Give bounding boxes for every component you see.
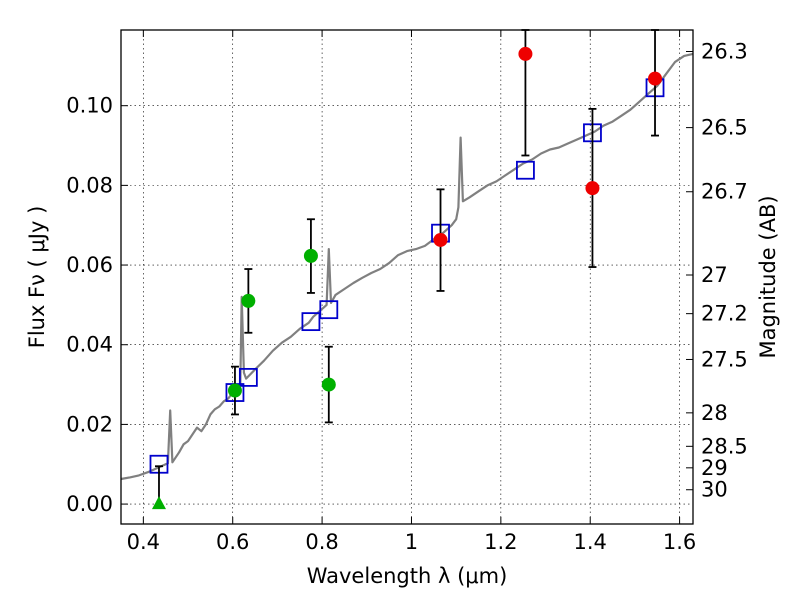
- y-tick-label: 0.04: [66, 333, 113, 357]
- model-band-marker: [319, 300, 339, 320]
- right-tick-label: 26.7: [701, 180, 748, 204]
- observed-point: [518, 46, 533, 61]
- right-tick-label: 26.5: [701, 116, 748, 140]
- right-tick-label: 30: [701, 478, 728, 502]
- observed-point: [433, 232, 448, 247]
- right-tick-label: 27.5: [701, 347, 748, 371]
- right-tick-label: 27: [701, 263, 728, 287]
- observed-point: [585, 181, 600, 196]
- x-axis-title: Wavelength λ (μm): [307, 564, 508, 588]
- right-tick-label: 29: [701, 456, 728, 480]
- observed-point: [648, 71, 663, 86]
- x-tick-label: 0.6: [216, 530, 249, 554]
- right-axis-title: Magnitude (AB): [756, 195, 780, 358]
- x-tick-label: 1.4: [574, 530, 607, 554]
- plot-frame: [120, 29, 694, 525]
- y-tick-label: 0.02: [66, 412, 113, 436]
- right-tick-label: 26.3: [701, 40, 748, 64]
- model-band-marker: [238, 367, 258, 387]
- x-tick-label: 0.4: [127, 530, 160, 554]
- upper-limit-marker: [151, 496, 166, 510]
- y-tick-label: 0.00: [66, 492, 113, 516]
- x-tick-label: 1.6: [663, 530, 696, 554]
- model-band-marker: [301, 312, 321, 332]
- observed-point: [303, 248, 318, 263]
- x-tick-label: 1: [405, 530, 418, 554]
- right-tick-label: 27.2: [701, 302, 748, 326]
- y-axis-title: Flux Fν ( μJy ): [25, 206, 49, 349]
- observed-point: [227, 383, 242, 398]
- right-tick-label: 28.5: [701, 434, 748, 458]
- y-tick-label: 0.06: [66, 253, 113, 277]
- observed-point: [321, 377, 336, 392]
- y-tick-label: 0.08: [66, 173, 113, 197]
- x-tick-label: 0.8: [305, 530, 338, 554]
- y-tick-label: 0.10: [66, 94, 113, 118]
- model-spectrum-line: [120, 52, 694, 481]
- observed-point: [241, 293, 256, 308]
- x-tick-label: 1.2: [484, 530, 517, 554]
- model-band-marker: [516, 160, 535, 180]
- right-tick-label: 28: [701, 401, 728, 425]
